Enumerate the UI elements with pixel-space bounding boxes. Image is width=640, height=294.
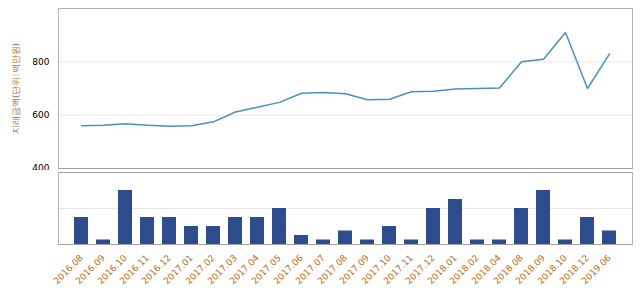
svg-text:2016.12: 2016.12 — [139, 252, 173, 287]
svg-text:2019.06: 2019.06 — [580, 253, 614, 287]
svg-text:2017.02: 2017.02 — [183, 252, 217, 287]
svg-text:2018.04: 2018.04 — [469, 252, 503, 287]
svg-text:2016.10: 2016.10 — [95, 252, 129, 287]
svg-text:2018.09: 2018.09 — [513, 252, 547, 287]
svg-text:지래금액(단위:백만원): 지래금액(단위:백만원) — [11, 43, 21, 134]
svg-text:2018.10: 2018.10 — [535, 252, 569, 287]
svg-text:2017.06: 2017.06 — [271, 252, 305, 287]
svg-text:600: 600 — [32, 110, 49, 120]
svg-text:2016.11: 2016.11 — [117, 252, 151, 287]
svg-text:2018.08: 2018.08 — [491, 252, 525, 287]
svg-text:2017.05: 2017.05 — [249, 252, 283, 287]
svg-text:2016.08: 2016.08 — [51, 252, 85, 287]
svg-text:2017.04: 2017.04 — [227, 252, 261, 287]
svg-text:2018.01: 2018.01 — [425, 252, 459, 287]
svg-text:2017.10: 2017.10 — [359, 252, 393, 287]
svg-text:2017.07: 2017.07 — [293, 252, 327, 287]
svg-text:800: 800 — [32, 57, 49, 67]
svg-text:400: 400 — [32, 163, 49, 170]
svg-text:2017.01: 2017.01 — [161, 252, 195, 287]
svg-text:2017.12: 2017.12 — [403, 252, 437, 287]
svg-text:2016.09: 2016.09 — [73, 252, 107, 287]
svg-text:2017.08: 2017.08 — [315, 252, 349, 287]
svg-text:2017.03: 2017.03 — [205, 252, 239, 287]
svg-text:2018.12: 2018.12 — [557, 252, 591, 287]
svg-text:2017.09: 2017.09 — [337, 252, 371, 287]
svg-text:2017.11: 2017.11 — [381, 252, 415, 287]
svg-text:2018.02: 2018.02 — [447, 252, 481, 287]
